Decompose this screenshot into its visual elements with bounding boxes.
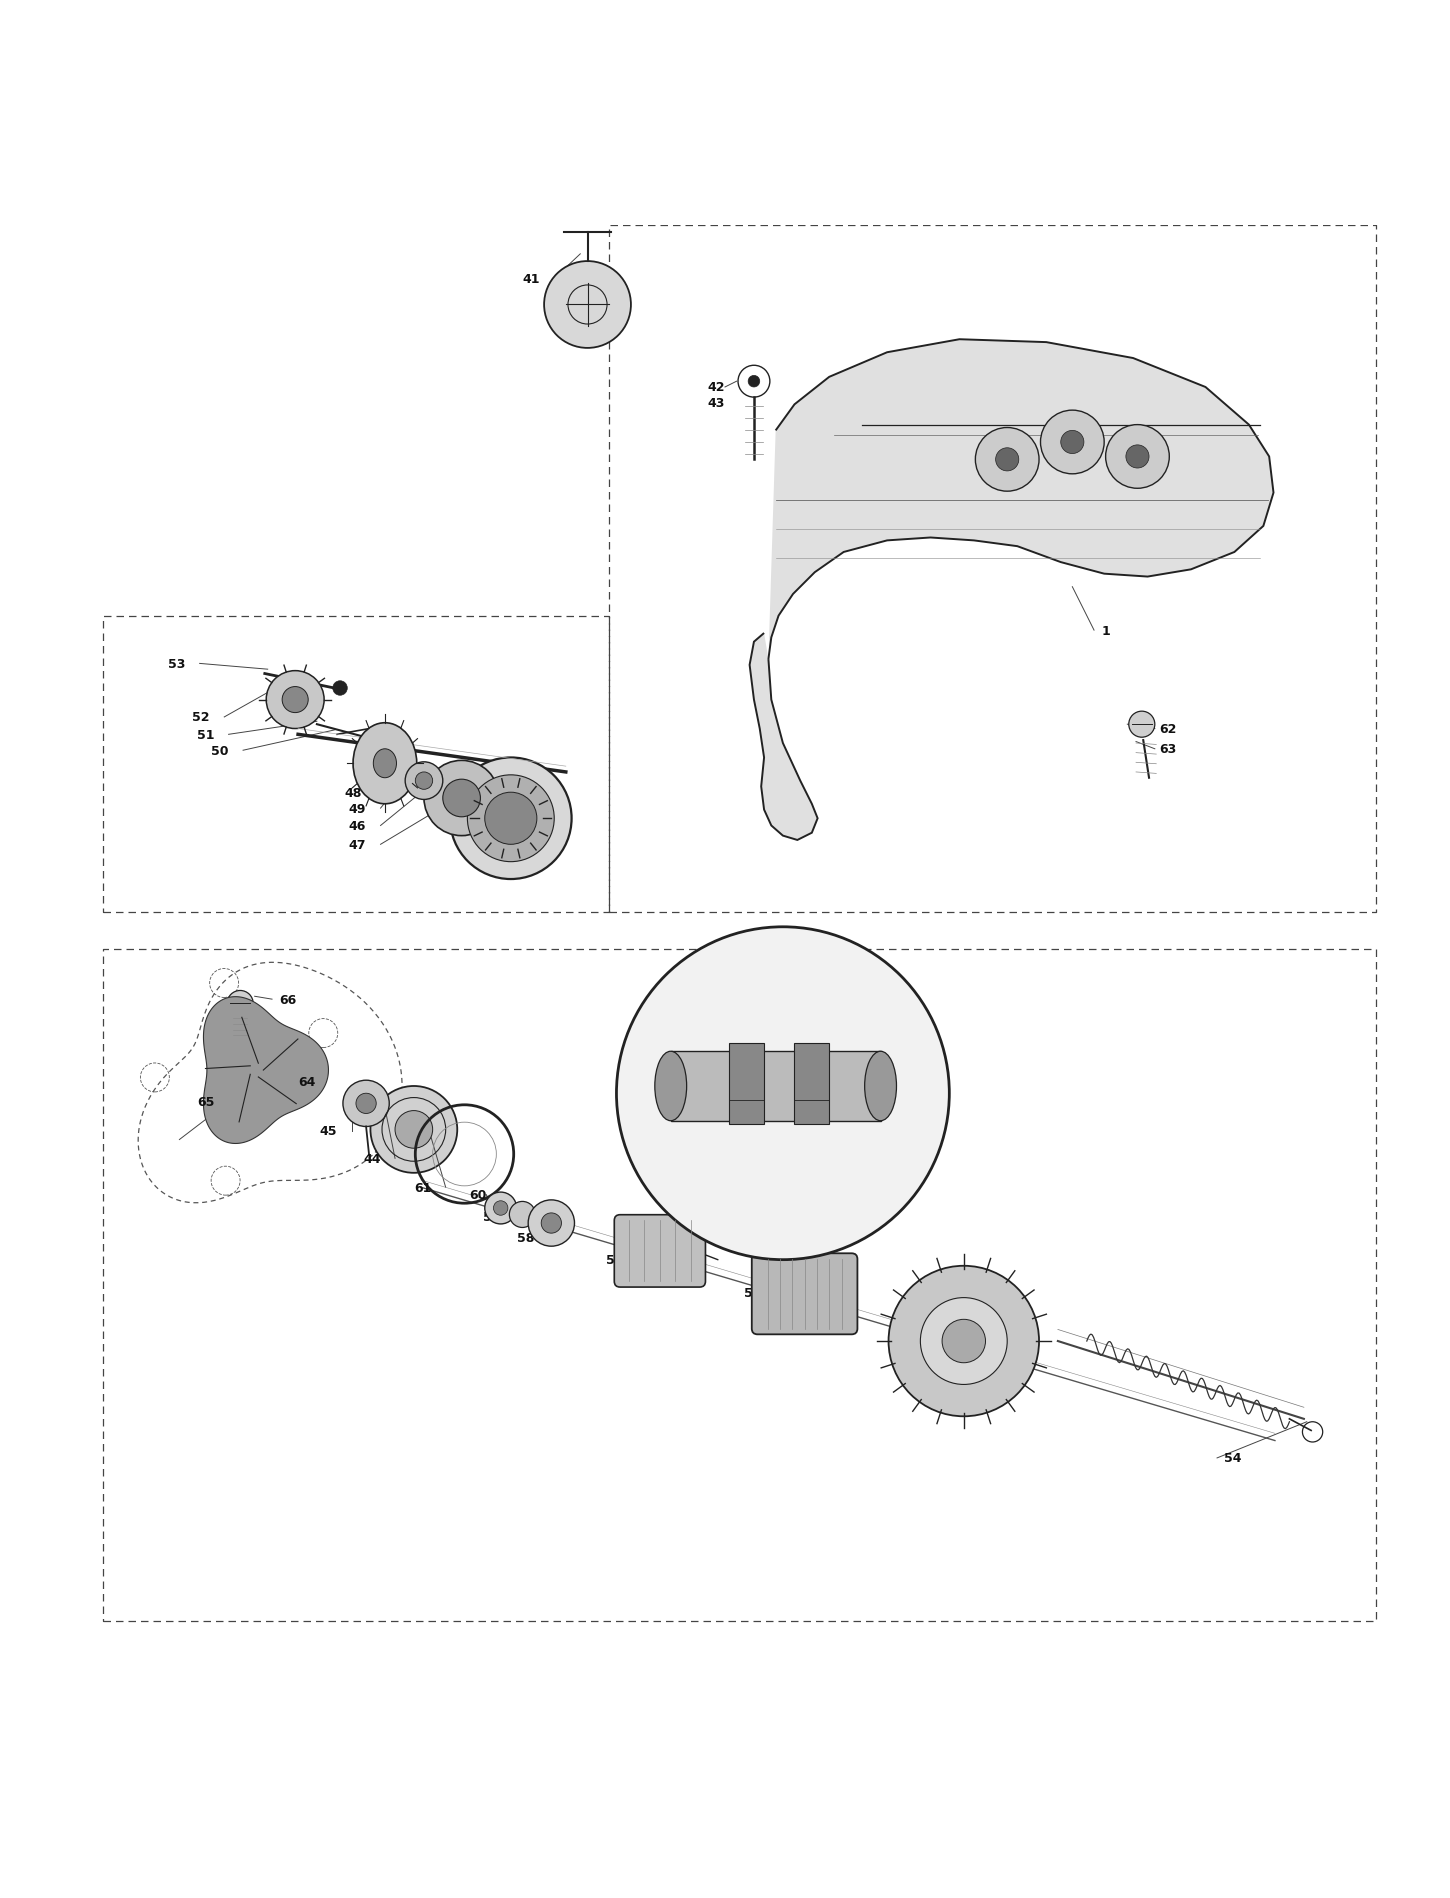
Ellipse shape — [864, 1051, 896, 1122]
Circle shape — [1061, 431, 1085, 454]
Text: 66: 66 — [280, 993, 296, 1006]
Circle shape — [541, 1213, 561, 1234]
Circle shape — [889, 1266, 1040, 1416]
Circle shape — [394, 1110, 432, 1148]
Text: 57: 57 — [606, 1253, 624, 1266]
Circle shape — [996, 448, 1019, 473]
Text: 58: 58 — [516, 1232, 534, 1245]
Ellipse shape — [655, 1051, 687, 1122]
Text: 44: 44 — [362, 1152, 381, 1165]
Circle shape — [405, 763, 442, 801]
Text: 50: 50 — [212, 744, 229, 757]
Text: 1: 1 — [1102, 624, 1111, 638]
Text: 47: 47 — [348, 839, 367, 852]
Circle shape — [1105, 425, 1169, 490]
Bar — [729, 1044, 764, 1124]
Text: 59: 59 — [483, 1211, 500, 1222]
Text: 62: 62 — [1159, 723, 1176, 736]
Circle shape — [528, 1200, 574, 1247]
Circle shape — [616, 928, 950, 1260]
Text: 48: 48 — [345, 786, 361, 799]
Circle shape — [1128, 712, 1154, 738]
Ellipse shape — [373, 750, 396, 778]
Text: 41: 41 — [522, 273, 539, 287]
Circle shape — [544, 262, 631, 349]
Circle shape — [921, 1298, 1008, 1386]
Text: 53: 53 — [168, 657, 186, 670]
Text: 54: 54 — [1224, 1452, 1241, 1465]
Circle shape — [1125, 446, 1148, 469]
Circle shape — [467, 776, 554, 862]
Text: 56: 56 — [744, 1287, 761, 1300]
Circle shape — [334, 681, 347, 697]
Circle shape — [355, 1093, 376, 1114]
FancyBboxPatch shape — [751, 1253, 857, 1334]
Polygon shape — [750, 340, 1273, 841]
Circle shape — [267, 672, 325, 729]
Circle shape — [370, 1086, 457, 1173]
FancyBboxPatch shape — [615, 1215, 706, 1287]
Circle shape — [415, 772, 432, 790]
Circle shape — [442, 780, 480, 818]
Text: 51: 51 — [197, 729, 215, 742]
Circle shape — [228, 991, 254, 1017]
Circle shape — [423, 761, 499, 837]
Circle shape — [942, 1319, 986, 1363]
Text: 49: 49 — [348, 803, 365, 814]
Text: 64: 64 — [299, 1076, 316, 1089]
Circle shape — [976, 429, 1040, 492]
Text: 45: 45 — [320, 1126, 338, 1137]
Circle shape — [509, 1201, 535, 1228]
Circle shape — [283, 687, 309, 714]
Bar — [671, 1051, 880, 1122]
Circle shape — [484, 793, 536, 845]
Text: 46: 46 — [348, 820, 365, 833]
Bar — [795, 1044, 829, 1124]
Text: 55: 55 — [911, 1336, 928, 1349]
Polygon shape — [203, 996, 329, 1144]
Circle shape — [484, 1192, 516, 1224]
Text: 65: 65 — [197, 1095, 215, 1108]
Text: 42: 42 — [708, 381, 725, 395]
Circle shape — [450, 757, 571, 879]
Text: 43: 43 — [708, 397, 725, 410]
Text: 63: 63 — [1159, 742, 1176, 755]
Circle shape — [344, 1080, 389, 1127]
Circle shape — [748, 376, 760, 387]
Ellipse shape — [352, 723, 416, 805]
Text: 61: 61 — [413, 1181, 431, 1194]
Text: 52: 52 — [193, 712, 210, 723]
Circle shape — [493, 1201, 508, 1215]
Circle shape — [1041, 410, 1103, 474]
Text: 60: 60 — [468, 1188, 486, 1201]
